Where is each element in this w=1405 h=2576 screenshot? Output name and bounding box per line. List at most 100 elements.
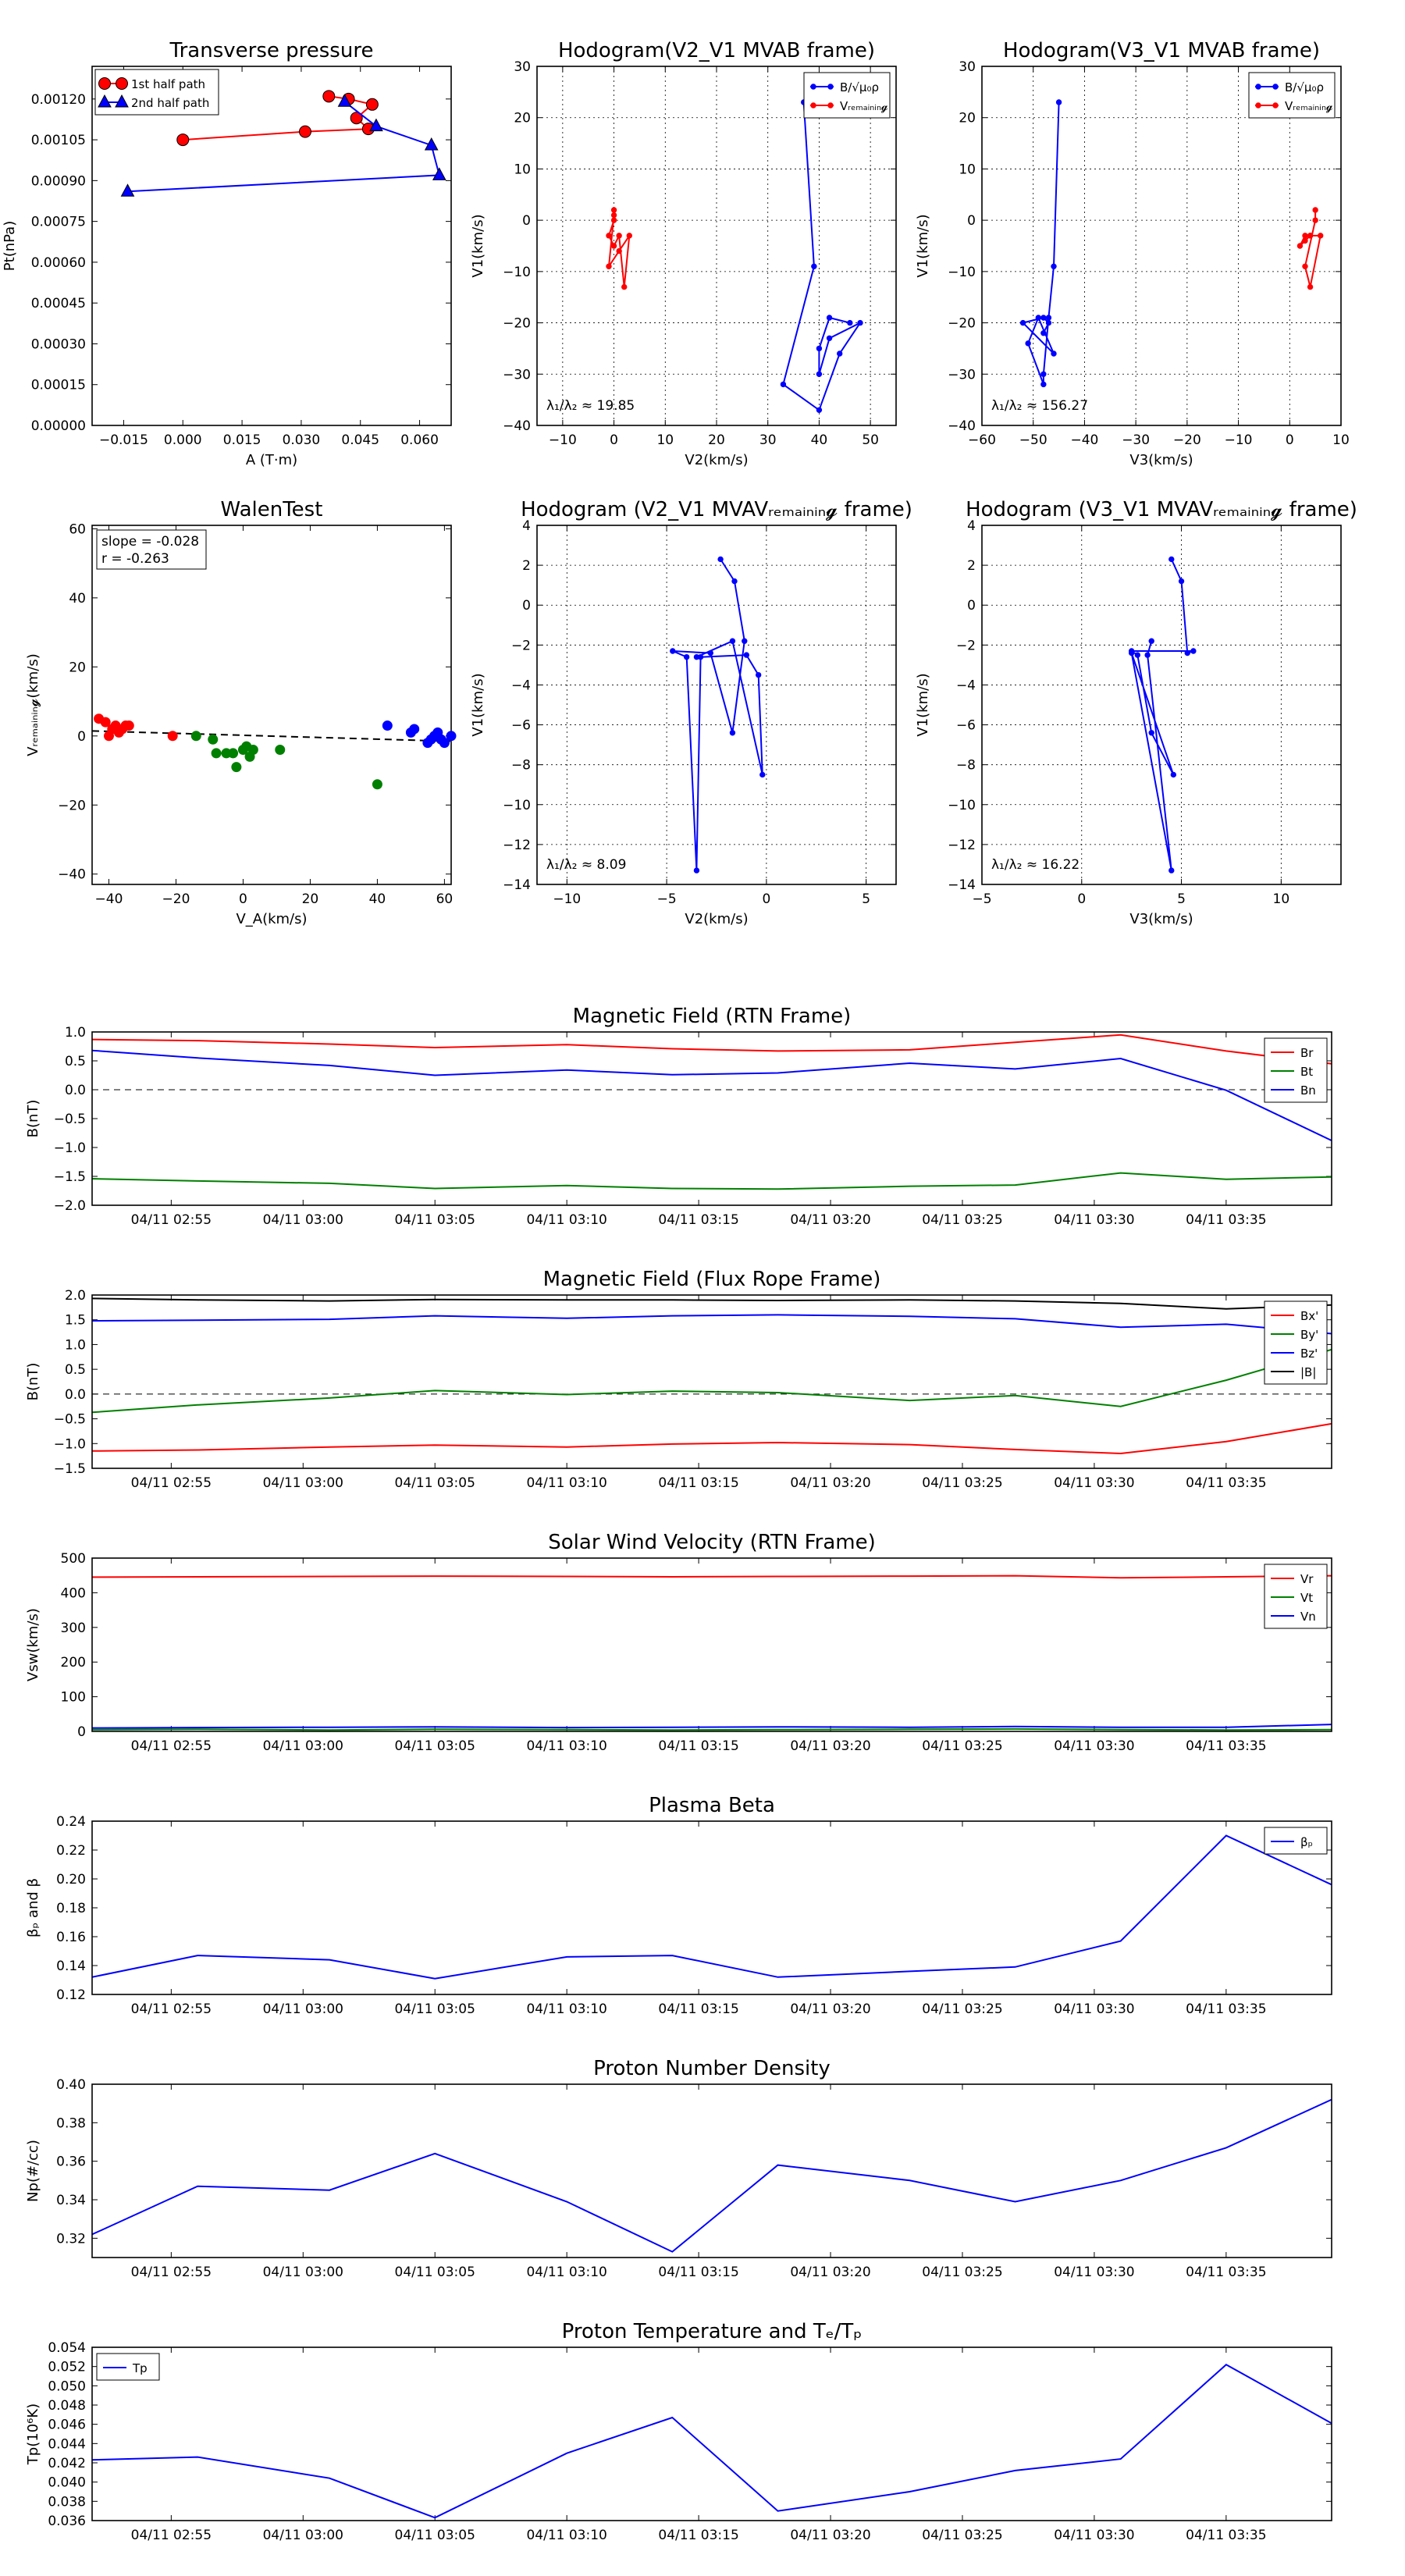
time-tick-label: 04/11 03:25 [922,1738,1002,1754]
y-tick-label: 0.20 [56,1872,86,1888]
x-axis-label: V2(km/s) [685,452,748,468]
data-point [626,233,632,239]
y-axis-label: B(nT) [25,1363,41,1401]
time-tick-label: 04/11 03:35 [1186,1738,1266,1754]
time-tick-label: 04/11 03:15 [658,2528,738,2543]
y-tick-label: 60 [69,521,86,537]
y-tick-label: −10 [503,798,531,813]
series-group [92,1574,1332,1731]
data-point [1045,315,1052,321]
series-line-value [92,2098,1332,2253]
y-tick-label: −14 [948,877,976,893]
data-point-second-half [337,94,352,107]
data-point [1019,319,1026,326]
data-point-first-half [365,98,379,111]
chart-title: Transverse pressure [169,39,374,62]
y-tick-label: −6 [956,718,976,734]
data-point-second-half [424,137,439,151]
y-axis-label: V1(km/s) [915,673,931,736]
y-tick-label: 20 [514,111,531,126]
series-line-Bt [92,1172,1332,1190]
data-point [123,720,134,731]
y-tick-label: 0.00060 [31,255,86,271]
plot-frame [91,1294,1332,1469]
x-tick-label: −10 [1225,432,1253,448]
series-group [92,2363,1332,2519]
x-tick-label: 5 [1177,891,1186,907]
time-tick-label: 04/11 03:20 [790,2265,870,2280]
data-point [707,649,714,656]
time-tick-label: 04/11 03:20 [790,2528,870,2543]
x-tick-label: 0.030 [283,432,321,448]
y-tick-label: 40 [69,591,86,607]
chart-beta: 0.12 0.14 0.16 0.18 0.20 0.22 0.24 04/11 02:55 0… [25,1794,1332,2017]
y-tick-label: −10 [948,265,976,280]
y-axis-label: Np(#/cc) [25,2140,41,2202]
data-point [1302,233,1308,239]
y-tick-label: 0.050 [48,2379,86,2394]
plot-frame [91,525,452,885]
x-tick-label: −5 [972,891,991,907]
y-tick-label: −12 [503,838,531,853]
data-point [610,212,617,219]
x-axis-label: V3(km/s) [1129,452,1193,468]
time-tick-label: 04/11 03:25 [922,1212,1002,1228]
series-line [607,210,631,287]
plot-frame [536,525,897,885]
plot-frame [981,66,1342,426]
series-group [92,1834,1332,1980]
y-tick-label: 0.00030 [31,336,86,352]
legend-label: Vn [1300,1610,1316,1624]
time-tick-label: 04/11 03:00 [263,1475,343,1491]
legend-label: Vᵣₑₘₐᵢₙᵢₙ𝓰 [840,99,888,113]
y-tick-label: 0.00075 [31,215,86,230]
y-tick-label: 0.36 [56,2154,86,2170]
y-tick-label: −30 [948,367,976,382]
time-tick-label: 04/11 03:30 [1054,1475,1134,1491]
y-tick-label: 0 [522,213,531,229]
x-tick-label: 0.060 [400,432,439,448]
eigenvalue-ratio: λ₁/λ₂ ≈ 16.22 [991,857,1080,873]
y-tick-label: 0.040 [48,2475,86,2491]
y-tick-label: 2 [522,558,531,574]
legend-box [1264,1564,1328,1629]
y-tick-label: 0.0 [65,1083,86,1098]
chart-title: Magnetic Field (RTN Frame) [573,1005,852,1028]
series-line [1129,558,1194,871]
y-tick-label: −10 [948,798,976,813]
legend-marker [827,102,834,109]
data-point [1190,648,1197,654]
time-tick-label: 04/11 03:30 [1054,2265,1134,2280]
legend-box [1264,1827,1328,1855]
y-tick-label: 0.00120 [31,92,86,108]
time-tick-label: 04/11 03:35 [1186,2265,1266,2280]
data-point [837,350,843,357]
y-tick-label: 500 [61,1551,86,1567]
data-point [1168,867,1175,873]
legend-marker [1272,102,1279,109]
x-tick-label: 0.015 [223,432,261,448]
data-point [717,556,724,563]
data-point [446,731,457,742]
series-line-Br [92,1034,1332,1065]
x-tick-label: 40 [369,891,386,907]
y-tick-label: 0.24 [56,1814,86,1830]
data-point [1148,730,1154,736]
data-point [1051,263,1057,269]
fit-line [91,730,452,742]
legend-label: Vt [1300,1591,1313,1605]
x-tick-label: −20 [1173,432,1201,448]
series-line-Bx' [92,1422,1332,1455]
data-point [670,648,676,654]
time-tick-label: 04/11 03:00 [263,2265,343,2280]
data-point [1170,771,1177,778]
data-point [1184,649,1190,656]
legend-box [1248,72,1336,119]
y-tick-label: 4 [967,518,976,534]
plot-frame [91,66,452,426]
series-line-Tp [92,2363,1332,2519]
data-point [621,283,628,290]
series-line-|B| [92,1297,1332,1310]
legend-label: Vr [1300,1572,1314,1586]
y-tick-label: 0.32 [56,2231,86,2247]
